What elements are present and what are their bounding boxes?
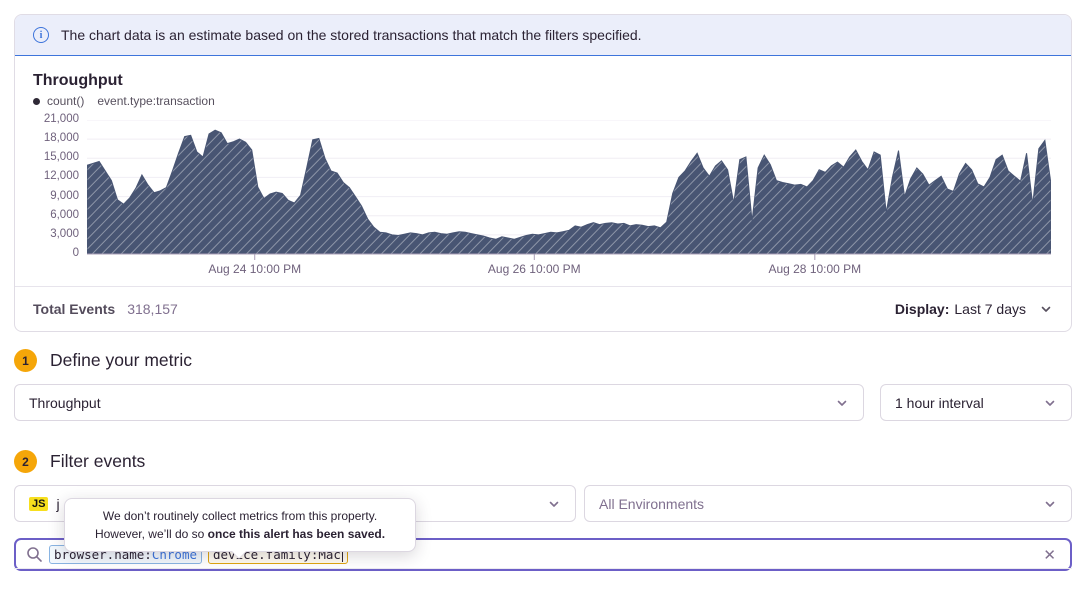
metric-row: Throughput 1 hour interval	[14, 384, 1072, 421]
y-tick-label: 15,000	[43, 151, 79, 164]
y-tick-label: 0	[72, 247, 79, 259]
y-axis: 0 3,000 6,000 9,000 12,000 15,000 18,000 21,000	[33, 113, 87, 260]
section-1-title: Define your metric	[50, 350, 192, 370]
x-axis: Aug 24 10:00 PM Aug 26 10:00 PM Aug 28 10:…	[87, 262, 1051, 280]
total-events-value: 318,157	[127, 301, 178, 317]
metric-property-tooltip: We don’t routinely collect metrics from …	[64, 498, 416, 559]
section-2-title: Filter events	[50, 451, 146, 471]
chevron-down-icon	[549, 501, 559, 507]
legend-series-label: count()	[47, 94, 85, 108]
search-icon	[27, 547, 42, 562]
x-tick-label: Aug 26 10:00 PM	[487, 262, 581, 276]
project-select-value: j	[56, 495, 60, 512]
throughput-area-chart[interactable]	[87, 120, 1051, 260]
tooltip-line2: However, we’ll do so	[94, 527, 208, 541]
tooltip-line2-bold: once this alert has been saved.	[207, 527, 386, 541]
chart-plot[interactable]: Aug 24 10:00 PM Aug 26 10:00 PM Aug 28 10:…	[87, 120, 1061, 280]
chevron-down-icon	[1045, 501, 1055, 507]
chevron-down-icon	[1045, 400, 1055, 406]
interval-select[interactable]: 1 hour interval	[880, 384, 1072, 421]
chart-legend: count() event.type:transaction	[33, 94, 1061, 108]
environment-select[interactable]: All Environments	[584, 485, 1072, 522]
y-tick-label: 18,000	[43, 132, 79, 145]
y-tick-label: 3,000	[50, 227, 79, 240]
legend-query-label: event.type:transaction	[97, 94, 215, 108]
chart-area: 0 3,000 6,000 9,000 12,000 15,000 18,000 21,000…	[33, 113, 1061, 280]
environment-select-value: All Environments	[599, 495, 705, 512]
chart-title: Throughput	[33, 72, 123, 89]
metric-select-value: Throughput	[29, 394, 101, 411]
chart-body: Throughput count() event.type:transactio…	[15, 56, 1071, 286]
alert-builder-page: i The chart data is an estimate based on…	[14, 14, 1072, 571]
section-filter-events: 2 Filter events	[14, 450, 1072, 473]
total-events-label: Total Events	[33, 301, 116, 317]
display-value: Last 7 days	[954, 301, 1026, 317]
y-tick-label: 12,000	[43, 170, 79, 183]
total-events: Total Events 318,157	[33, 301, 178, 317]
javascript-platform-icon: JS	[29, 496, 49, 511]
display-label: Display:	[894, 301, 950, 317]
info-icon: i	[33, 27, 49, 43]
info-banner: i The chart data is an estimate based on…	[15, 15, 1071, 56]
display-range-select[interactable]: Display: Last 7 days	[895, 301, 1053, 317]
x-tick-label: Aug 24 10:00 PM	[208, 262, 302, 276]
chart-footer: Total Events 318,157 Display: Last 7 day…	[15, 286, 1071, 331]
clear-search-icon[interactable]: ✕	[1043, 546, 1056, 564]
y-tick-label: 21,000	[43, 113, 79, 125]
step-1-badge: 1	[14, 349, 37, 372]
interval-select-value: 1 hour interval	[895, 394, 984, 411]
banner-text: The chart data is an estimate based on t…	[61, 27, 642, 43]
legend-dot-icon	[33, 97, 40, 105]
section-define-metric: 1 Define your metric	[14, 349, 1072, 372]
chart-panel: i The chart data is an estimate based on…	[14, 14, 1072, 332]
y-tick-label: 9,000	[50, 189, 79, 202]
bottom-divider	[14, 568, 1072, 569]
metric-select[interactable]: Throughput	[14, 384, 864, 421]
text-cursor	[341, 547, 343, 562]
chevron-down-icon	[837, 400, 847, 406]
y-tick-label: 6,000	[50, 208, 79, 221]
tooltip-line1: We don’t routinely collect metrics from …	[102, 509, 378, 523]
step-2-badge: 2	[14, 450, 37, 473]
chevron-down-icon	[1041, 306, 1051, 312]
x-tick-label: Aug 28 10:00 PM	[768, 262, 862, 276]
